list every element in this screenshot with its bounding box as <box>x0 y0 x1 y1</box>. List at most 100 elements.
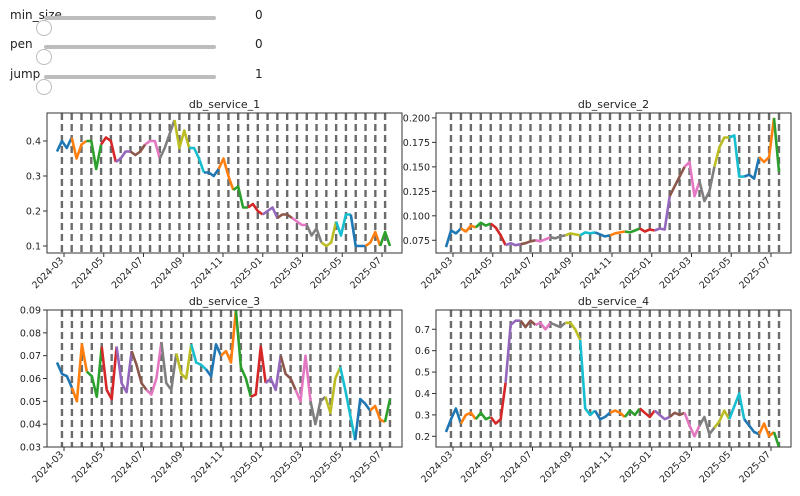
y-tick-label: 0.06 <box>20 374 41 385</box>
x-tick-label: 2024-11 <box>189 255 225 291</box>
x-tick-label: 2025-07 <box>348 255 384 291</box>
x-tick-label: 2024-11 <box>578 255 614 291</box>
series-segment <box>264 355 282 392</box>
series-segment <box>291 216 307 227</box>
series-segment <box>489 382 507 425</box>
x-tick-label: 2024-09 <box>539 449 575 485</box>
series-segment <box>189 146 206 173</box>
x-tick-label: 2025-01 <box>618 449 654 485</box>
x-tick-label: 2025-01 <box>229 255 265 291</box>
series-segment <box>85 346 103 399</box>
series-segment <box>115 346 133 394</box>
series-segment <box>158 119 176 160</box>
series-segment <box>55 361 74 389</box>
x-tick-label: 2025-03 <box>658 449 694 485</box>
min-size-slider-row: min_size 0 <box>0 5 300 36</box>
series-segment <box>100 346 118 401</box>
x-tick-label: 2024-05 <box>459 449 495 485</box>
min-size-slider-handle[interactable] <box>36 20 52 36</box>
series-segment <box>55 136 73 153</box>
x-tick-label: 2024-11 <box>578 449 614 485</box>
y-tick-label: 0.04 <box>20 420 41 431</box>
series-segment <box>203 168 220 178</box>
series-segment <box>444 407 463 433</box>
series-segment <box>70 342 89 403</box>
series-segment <box>505 241 521 247</box>
jump-slider-track[interactable] <box>36 75 216 95</box>
y-tick-label: 0.4 <box>26 137 41 148</box>
x-tick-label: 2025-05 <box>309 449 345 485</box>
series-segment <box>145 341 163 396</box>
series-segment <box>383 398 392 423</box>
series-segment <box>100 136 118 163</box>
y-tick-label: 0.2 <box>26 207 41 218</box>
series-segment <box>772 117 781 172</box>
series-segment <box>474 221 492 229</box>
series-segment <box>232 185 248 209</box>
series-segment <box>339 366 357 441</box>
y-tick-label: 0.075 <box>403 236 430 247</box>
y-tick-label: 0.05 <box>20 397 41 408</box>
series-segment <box>324 366 342 415</box>
series-segment <box>698 415 716 436</box>
x-tick-label: 2024-03 <box>30 255 66 291</box>
series-segment <box>369 404 386 424</box>
series-segment <box>683 160 701 198</box>
series-segment <box>654 196 671 232</box>
series-segment <box>144 139 162 159</box>
jump-slider-handle[interactable] <box>36 79 52 95</box>
series-segment <box>713 136 730 168</box>
x-tick-label: 2024-03 <box>419 449 455 485</box>
x-tick-label: 2025-05 <box>698 449 734 485</box>
series-segment <box>698 166 716 203</box>
min-size-slider-track[interactable] <box>36 16 216 36</box>
series-segment <box>489 222 507 246</box>
x-tick-label: 2024-11 <box>189 449 225 485</box>
pen-slider-handle[interactable] <box>36 49 52 65</box>
x-tick-label: 2024-03 <box>30 449 66 485</box>
y-tick-label: 0.5 <box>415 368 430 379</box>
y-tick-label: 0.03 <box>20 443 41 454</box>
x-tick-label: 2024-09 <box>539 255 575 291</box>
series-segment <box>743 418 760 436</box>
x-tick-label: 2025-05 <box>309 255 345 291</box>
series-segment <box>444 227 462 248</box>
pen-slider-track[interactable] <box>36 45 216 65</box>
x-tick-label: 2025-03 <box>269 449 305 485</box>
series-segment <box>250 345 267 398</box>
series-segment <box>173 119 191 150</box>
x-tick-label: 2024-05 <box>70 255 106 291</box>
series-segment <box>638 407 656 419</box>
x-tick-label: 2025-07 <box>348 449 384 485</box>
series-segment <box>593 409 611 421</box>
pen-slider-row: pen 0 <box>0 34 300 65</box>
x-tick-label: 2025-03 <box>658 255 694 291</box>
x-tick-label: 2025-01 <box>229 449 265 485</box>
series-segment <box>320 221 338 248</box>
series-segment <box>160 341 178 392</box>
series-segment <box>129 143 147 157</box>
axes-frame <box>46 112 403 254</box>
y-tick-label: 0.150 <box>403 162 430 173</box>
y-tick-label: 0.07 <box>20 351 41 362</box>
min-size-value: 0 <box>255 8 263 22</box>
pen-value: 0 <box>255 37 263 51</box>
series-segment <box>668 166 686 197</box>
chart-title: db_service_2 <box>578 98 649 111</box>
x-tick-label: 2024-07 <box>110 255 146 291</box>
series-segment <box>534 321 552 331</box>
pen-label: pen <box>10 37 33 51</box>
series-segment <box>334 213 351 237</box>
jump-value: 1 <box>255 67 263 81</box>
y-tick-label: 0.175 <box>403 138 430 149</box>
series-segment <box>115 150 131 164</box>
chart-panel-3: db_service_3 0.03 0.04 0.05 0.06 0.07 0.08 0.09… <box>20 295 403 485</box>
y-tick-label: 0.6 <box>415 346 430 357</box>
x-tick-label: 2024-09 <box>150 449 186 485</box>
series-segment <box>189 343 207 371</box>
y-tick-label: 0.2 <box>415 432 430 443</box>
series-segment <box>460 224 477 233</box>
series-segment <box>220 309 238 364</box>
y-tick-label: 0.3 <box>415 410 430 421</box>
